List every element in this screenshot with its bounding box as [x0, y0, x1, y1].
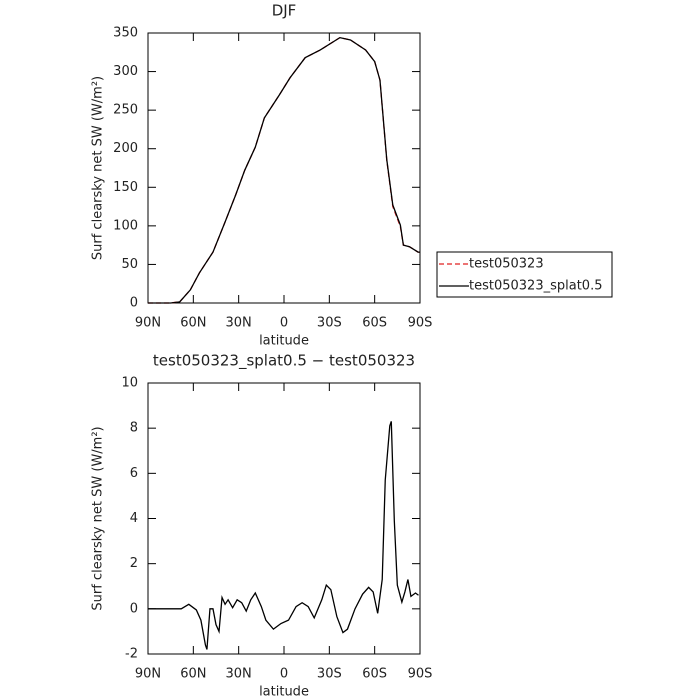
x-tick-label: 60N: [180, 316, 206, 331]
x-tick-label: 90N: [135, 667, 161, 682]
x-tick-label: 60S: [362, 316, 387, 331]
y-tick-label: 200: [113, 141, 138, 156]
y-tick-label: 300: [113, 64, 138, 79]
y-tick-label: 50: [121, 257, 138, 272]
x-tick-label: 60S: [362, 667, 387, 682]
x-tick-label: 90N: [135, 316, 161, 331]
y-tick-label: 350: [113, 26, 138, 41]
x-axis-label: latitude: [259, 685, 309, 700]
y-tick-label: -2: [125, 647, 138, 662]
legend-label: test050323: [469, 257, 544, 272]
legend-label: test050323_splat0.5: [469, 279, 602, 294]
x-tick-label: 30S: [317, 667, 342, 682]
y-tick-label: 4: [130, 511, 138, 526]
y-tick-label: 2: [130, 556, 138, 571]
chart-title: DJF: [272, 2, 297, 20]
y-axis-label: Surf clearsky net SW (W/m²): [91, 76, 106, 260]
data-line: [148, 36, 420, 304]
y-tick-label: 0: [130, 296, 138, 311]
y-axis-label: Surf clearsky net SW (W/m²): [91, 426, 106, 610]
x-tick-label: 0: [280, 316, 288, 331]
y-tick-label: 0: [130, 601, 138, 616]
plot-frame: [147, 382, 421, 655]
chart-title: test050323_splat0.5 − test050323: [153, 352, 415, 371]
y-tick-label: 250: [113, 103, 138, 118]
x-tick-label: 90S: [408, 667, 433, 682]
x-tick-label: 30N: [226, 667, 252, 682]
legend-box: [436, 251, 613, 298]
y-tick-label: 150: [113, 180, 138, 195]
plot-frame: [147, 32, 421, 304]
x-axis-label: latitude: [259, 334, 309, 349]
x-tick-label: 30N: [226, 316, 252, 331]
x-tick-label: 0: [280, 667, 288, 682]
y-tick-label: 8: [130, 421, 138, 436]
x-tick-label: 30S: [317, 316, 342, 331]
y-tick-label: 10: [121, 376, 138, 391]
y-tick-label: 6: [130, 466, 138, 481]
x-tick-label: 60N: [180, 667, 206, 682]
x-tick-label: 90S: [408, 316, 433, 331]
y-tick-label: 100: [113, 218, 138, 233]
data-line: [148, 421, 419, 650]
